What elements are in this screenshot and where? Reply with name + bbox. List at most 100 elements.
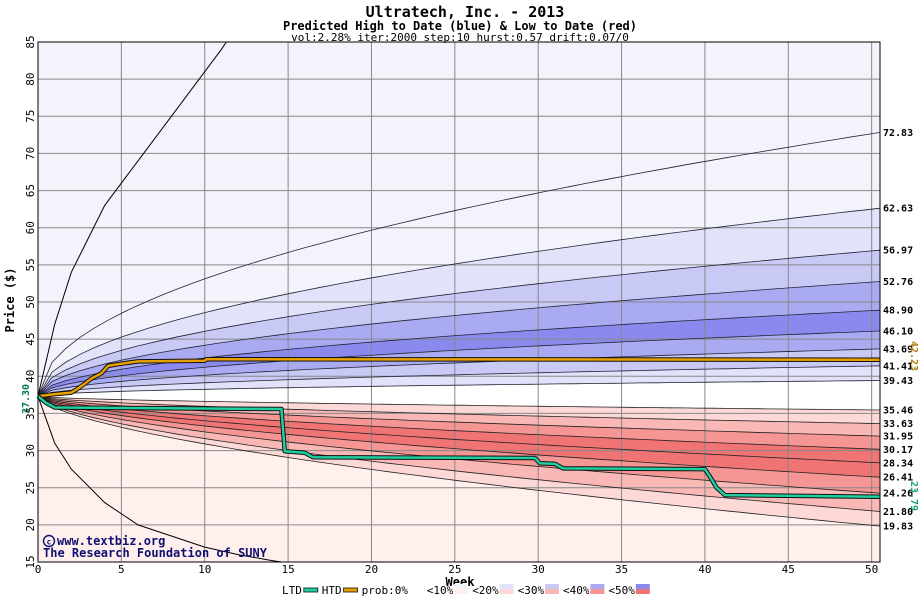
plot-border bbox=[37, 41, 881, 563]
chart-subtitle: Predicted High to Date (blue) & Low to D… bbox=[283, 19, 637, 33]
y-tick-label: 45 bbox=[24, 333, 37, 346]
high-quantile-label: 62.63 bbox=[883, 204, 913, 215]
low-band-3 bbox=[38, 396, 880, 450]
y-axis-label: Price ($) bbox=[3, 267, 17, 332]
high-band-outer bbox=[38, 42, 880, 397]
high-quantile-line bbox=[37, 249, 881, 397]
high-quantile-label: 43.69 bbox=[883, 344, 913, 355]
y-tick-label: 15 bbox=[24, 555, 37, 568]
legend-line-swatch bbox=[303, 587, 319, 593]
low-quantile-line bbox=[37, 395, 881, 512]
x-tick-label: 5 bbox=[118, 563, 125, 576]
low-quantile-line bbox=[37, 395, 881, 424]
outer-high-envelope-line bbox=[37, 41, 227, 397]
low-band-5 bbox=[38, 396, 880, 478]
high-quantile-label: 56.97 bbox=[883, 246, 913, 257]
legend-swatch-high bbox=[499, 584, 514, 589]
y-tick-label: 50 bbox=[24, 295, 37, 308]
high-quantile-line bbox=[37, 207, 881, 397]
legend-swatch-low bbox=[408, 589, 423, 594]
y-tick-label: 35 bbox=[24, 407, 37, 420]
high-quantile-label: 48.90 bbox=[883, 306, 913, 317]
high-band-3 bbox=[38, 250, 880, 397]
high-quantile-label: 72.83 bbox=[883, 128, 913, 139]
quantile-lines bbox=[37, 132, 881, 527]
low-quantile-label: 26.41 bbox=[883, 473, 913, 484]
low-band-1 bbox=[38, 396, 880, 424]
chart-params: vol:2.28% iter:2000 step:10 hurst:0.57 d… bbox=[291, 31, 629, 44]
y-tick-label: 55 bbox=[24, 258, 37, 271]
credit-site: www.textbiz.org bbox=[57, 534, 165, 548]
legend-label: LTD bbox=[282, 584, 302, 597]
x-tick-label: 30 bbox=[532, 563, 545, 576]
high-quantile-line bbox=[37, 330, 881, 397]
high-band-2 bbox=[38, 208, 880, 397]
htd-line bbox=[37, 357, 881, 398]
chart-title: Ultratech, Inc. - 2013 bbox=[366, 3, 565, 21]
legend-label: HTD bbox=[322, 584, 342, 597]
low-band-8 bbox=[38, 396, 880, 527]
high-quantile-label: 52.76 bbox=[883, 277, 913, 288]
start-price-label: 37.30 bbox=[21, 384, 32, 414]
high-quantile-line bbox=[37, 281, 881, 397]
legend-swatch-high bbox=[545, 584, 559, 589]
y-tick-label: 40 bbox=[24, 370, 37, 383]
y-tick-label: 20 bbox=[24, 518, 37, 531]
end-high-label: 42.23 bbox=[908, 341, 919, 371]
low-quantile-line bbox=[37, 395, 881, 464]
high-quantile-line bbox=[37, 132, 881, 397]
legend-swatch-low bbox=[454, 589, 469, 594]
x-tick-label: 20 bbox=[365, 563, 378, 576]
end-low-label: 23.79 bbox=[908, 481, 919, 511]
low-quantile-label: 28.34 bbox=[883, 458, 913, 469]
y-tick-label: 25 bbox=[24, 481, 37, 494]
low-quantile-label: 33.63 bbox=[883, 419, 913, 430]
legend-swatch-low bbox=[590, 589, 605, 594]
y-tick-label: 65 bbox=[24, 184, 37, 197]
high-band-6 bbox=[38, 331, 880, 397]
low-quantile-label: 21.80 bbox=[883, 507, 913, 518]
legend-swatch-low bbox=[545, 589, 559, 594]
low-band-outer bbox=[38, 396, 880, 562]
high-quantile-label: 46.10 bbox=[883, 326, 913, 337]
low-band-4 bbox=[38, 396, 880, 463]
legend-swatch-high bbox=[454, 584, 469, 589]
legend: LTD HTD prob:0% <10% <20% <30% <40% <50% bbox=[282, 584, 650, 597]
high-band-1 bbox=[38, 132, 880, 397]
low-band-2 bbox=[38, 396, 880, 437]
high-band-5 bbox=[38, 310, 880, 397]
legend-label: <40% bbox=[563, 584, 590, 597]
series-lines bbox=[36, 356, 881, 499]
copyright-icon-letter: c bbox=[47, 538, 52, 547]
high-quantile-label: 39.43 bbox=[883, 376, 913, 387]
low-quantile-label: 31.95 bbox=[883, 432, 913, 443]
outer-low-envelope-line bbox=[37, 396, 282, 563]
y-tick-label: 80 bbox=[24, 73, 37, 86]
high-band-4 bbox=[38, 281, 880, 397]
x-tick-label: 35 bbox=[615, 563, 628, 576]
high-quantile-line bbox=[37, 348, 881, 397]
x-tick-label: 10 bbox=[198, 563, 211, 576]
tick-labels: 0 5 10 15 20 25 30 35 40 45 50 15 20 25 30 35 40 45 50 55 60… bbox=[24, 35, 878, 576]
legend-swatch-high bbox=[408, 584, 423, 589]
x-tick-label: 0 bbox=[35, 563, 42, 576]
plot-frame bbox=[37, 41, 881, 563]
y-tick-label: 85 bbox=[24, 35, 37, 48]
x-tick-label: 15 bbox=[281, 563, 294, 576]
legend-label: <30% bbox=[518, 584, 545, 597]
low-quantile-line bbox=[37, 395, 881, 478]
y-tick-label: 60 bbox=[24, 221, 37, 234]
low-quantile-line bbox=[37, 395, 881, 527]
low-quantile-label: 35.46 bbox=[883, 406, 913, 417]
legend-label: <50% bbox=[608, 584, 635, 597]
y-tick-label: 70 bbox=[24, 147, 37, 160]
legend-label: <20% bbox=[472, 584, 499, 597]
legend-swatch-high bbox=[635, 584, 650, 589]
right-value-labels: 72.83 62.63 56.97 52.76 48.90 46.10 43.69 41.41… bbox=[883, 128, 913, 533]
x-tick-label: 50 bbox=[865, 563, 878, 576]
low-quantile-label: 30.17 bbox=[883, 445, 913, 456]
legend-label: <10% bbox=[427, 584, 454, 597]
legend-label: prob:0% bbox=[362, 584, 409, 597]
high-quantile-label: 41.41 bbox=[883, 361, 913, 372]
